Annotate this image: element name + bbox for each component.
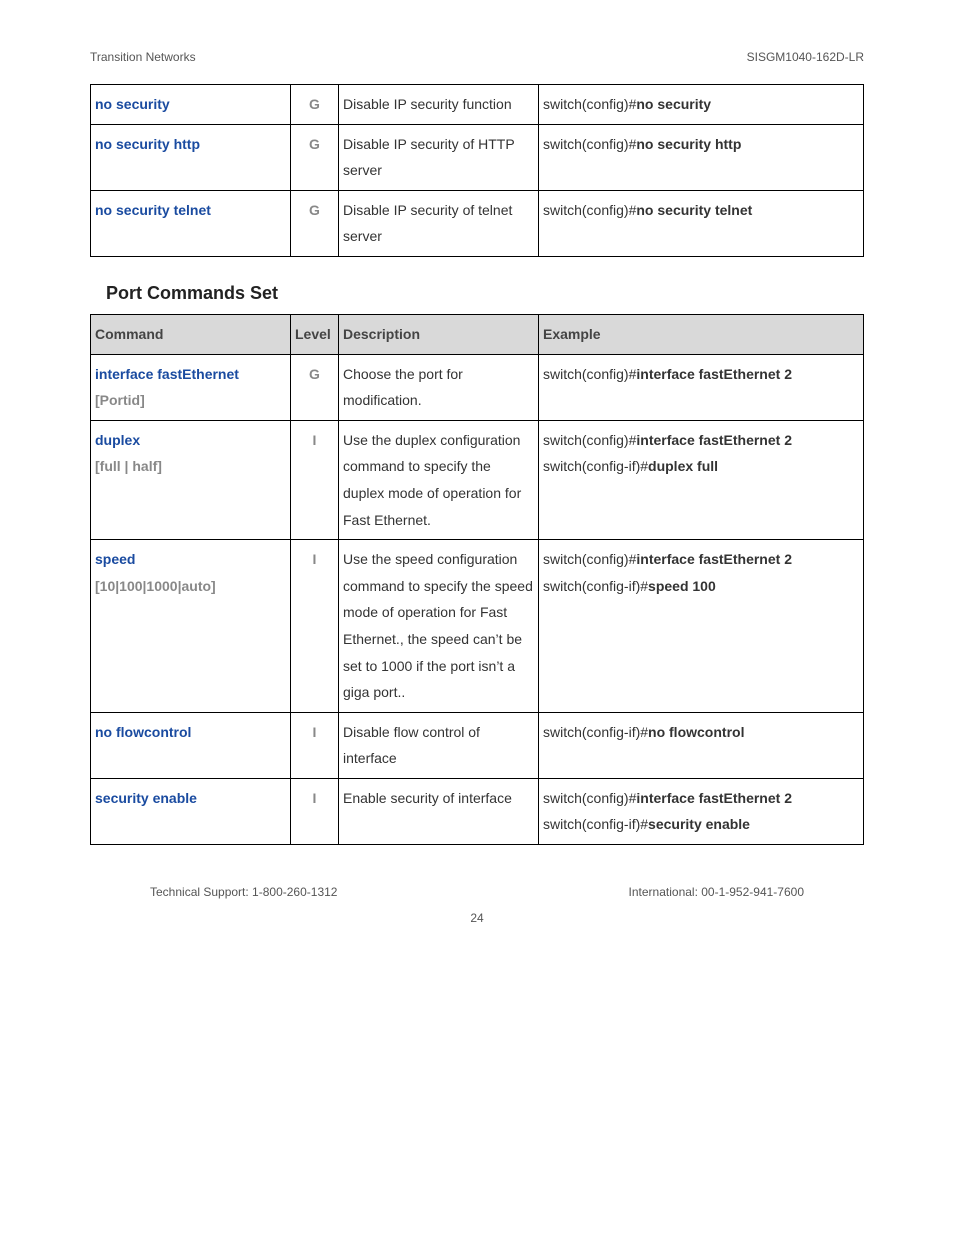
security-commands-table: no security G Disable IP security functi… bbox=[90, 84, 864, 257]
description-cell: Disable IP security of HTTP server bbox=[339, 124, 539, 190]
footer-right: International: 00-1-952-941-7600 bbox=[629, 885, 804, 899]
level-cell: I bbox=[291, 420, 339, 539]
header-level: Level bbox=[291, 314, 339, 354]
description-cell: Choose the port for modification. bbox=[339, 354, 539, 420]
description-cell: Use the duplex configuration command to … bbox=[339, 420, 539, 539]
command-name: interface fastEthernet bbox=[95, 366, 239, 382]
example-cell: switch(config)#interface fastEthernet 2 … bbox=[539, 778, 864, 844]
command-param: [Portid] bbox=[95, 392, 145, 408]
command-param: [10|100|1000|auto] bbox=[95, 578, 216, 594]
level-cell: I bbox=[291, 712, 339, 778]
command-name: no security http bbox=[95, 136, 200, 152]
table-row: duplex [full | half] I Use the duplex co… bbox=[91, 420, 864, 539]
table-row: no security G Disable IP security functi… bbox=[91, 85, 864, 125]
example-cell: switch(config)#no security bbox=[539, 85, 864, 125]
command-name: no security bbox=[95, 96, 170, 112]
header-description: Description bbox=[339, 314, 539, 354]
command-name: no security telnet bbox=[95, 202, 211, 218]
example-cell: switch(config)#no security telnet bbox=[539, 190, 864, 256]
table-row: no flowcontrol I Disable flow control of… bbox=[91, 712, 864, 778]
command-param: [full | half] bbox=[95, 458, 162, 474]
page-number: 24 bbox=[90, 911, 864, 925]
command-name: security enable bbox=[95, 790, 197, 806]
header-command: Command bbox=[91, 314, 291, 354]
page-footer: Technical Support: 1-800-260-1312 Intern… bbox=[90, 885, 864, 899]
example-cell: switch(config)#no security http bbox=[539, 124, 864, 190]
example-cell: switch(config)#interface fastEthernet 2 … bbox=[539, 540, 864, 713]
command-name: duplex bbox=[95, 432, 140, 448]
description-cell: Disable IP security function bbox=[339, 85, 539, 125]
command-name: speed bbox=[95, 551, 135, 567]
command-name: no flowcontrol bbox=[95, 724, 191, 740]
table-row: interface fastEthernet [Portid] G Choose… bbox=[91, 354, 864, 420]
description-cell: Use the speed configuration command to s… bbox=[339, 540, 539, 713]
footer-left: Technical Support: 1-800-260-1312 bbox=[150, 885, 337, 899]
level-cell: G bbox=[291, 124, 339, 190]
example-cell: switch(config)#interface fastEthernet 2 bbox=[539, 354, 864, 420]
example-cell: switch(config)#interface fastEthernet 2 … bbox=[539, 420, 864, 539]
level-cell: I bbox=[291, 778, 339, 844]
level-cell: G bbox=[291, 354, 339, 420]
section-title: Port Commands Set bbox=[106, 283, 864, 304]
level-cell: G bbox=[291, 190, 339, 256]
header-example: Example bbox=[539, 314, 864, 354]
port-commands-table: Command Level Description Example interf… bbox=[90, 314, 864, 845]
page-header: Transition Networks SISGM1040-162D-LR bbox=[90, 50, 864, 64]
table-row: no security http G Disable IP security o… bbox=[91, 124, 864, 190]
description-cell: Enable security of interface bbox=[339, 778, 539, 844]
level-cell: G bbox=[291, 85, 339, 125]
description-cell: Disable IP security of telnet server bbox=[339, 190, 539, 256]
header-left: Transition Networks bbox=[90, 50, 196, 64]
header-right: SISGM1040-162D-LR bbox=[747, 50, 864, 64]
table-row: no security telnet G Disable IP security… bbox=[91, 190, 864, 256]
level-cell: I bbox=[291, 540, 339, 713]
table-header-row: Command Level Description Example bbox=[91, 314, 864, 354]
table-row: security enable I Enable security of int… bbox=[91, 778, 864, 844]
example-cell: switch(config-if)#no flowcontrol bbox=[539, 712, 864, 778]
table-row: speed [10|100|1000|auto] I Use the speed… bbox=[91, 540, 864, 713]
description-cell: Disable flow control of interface bbox=[339, 712, 539, 778]
